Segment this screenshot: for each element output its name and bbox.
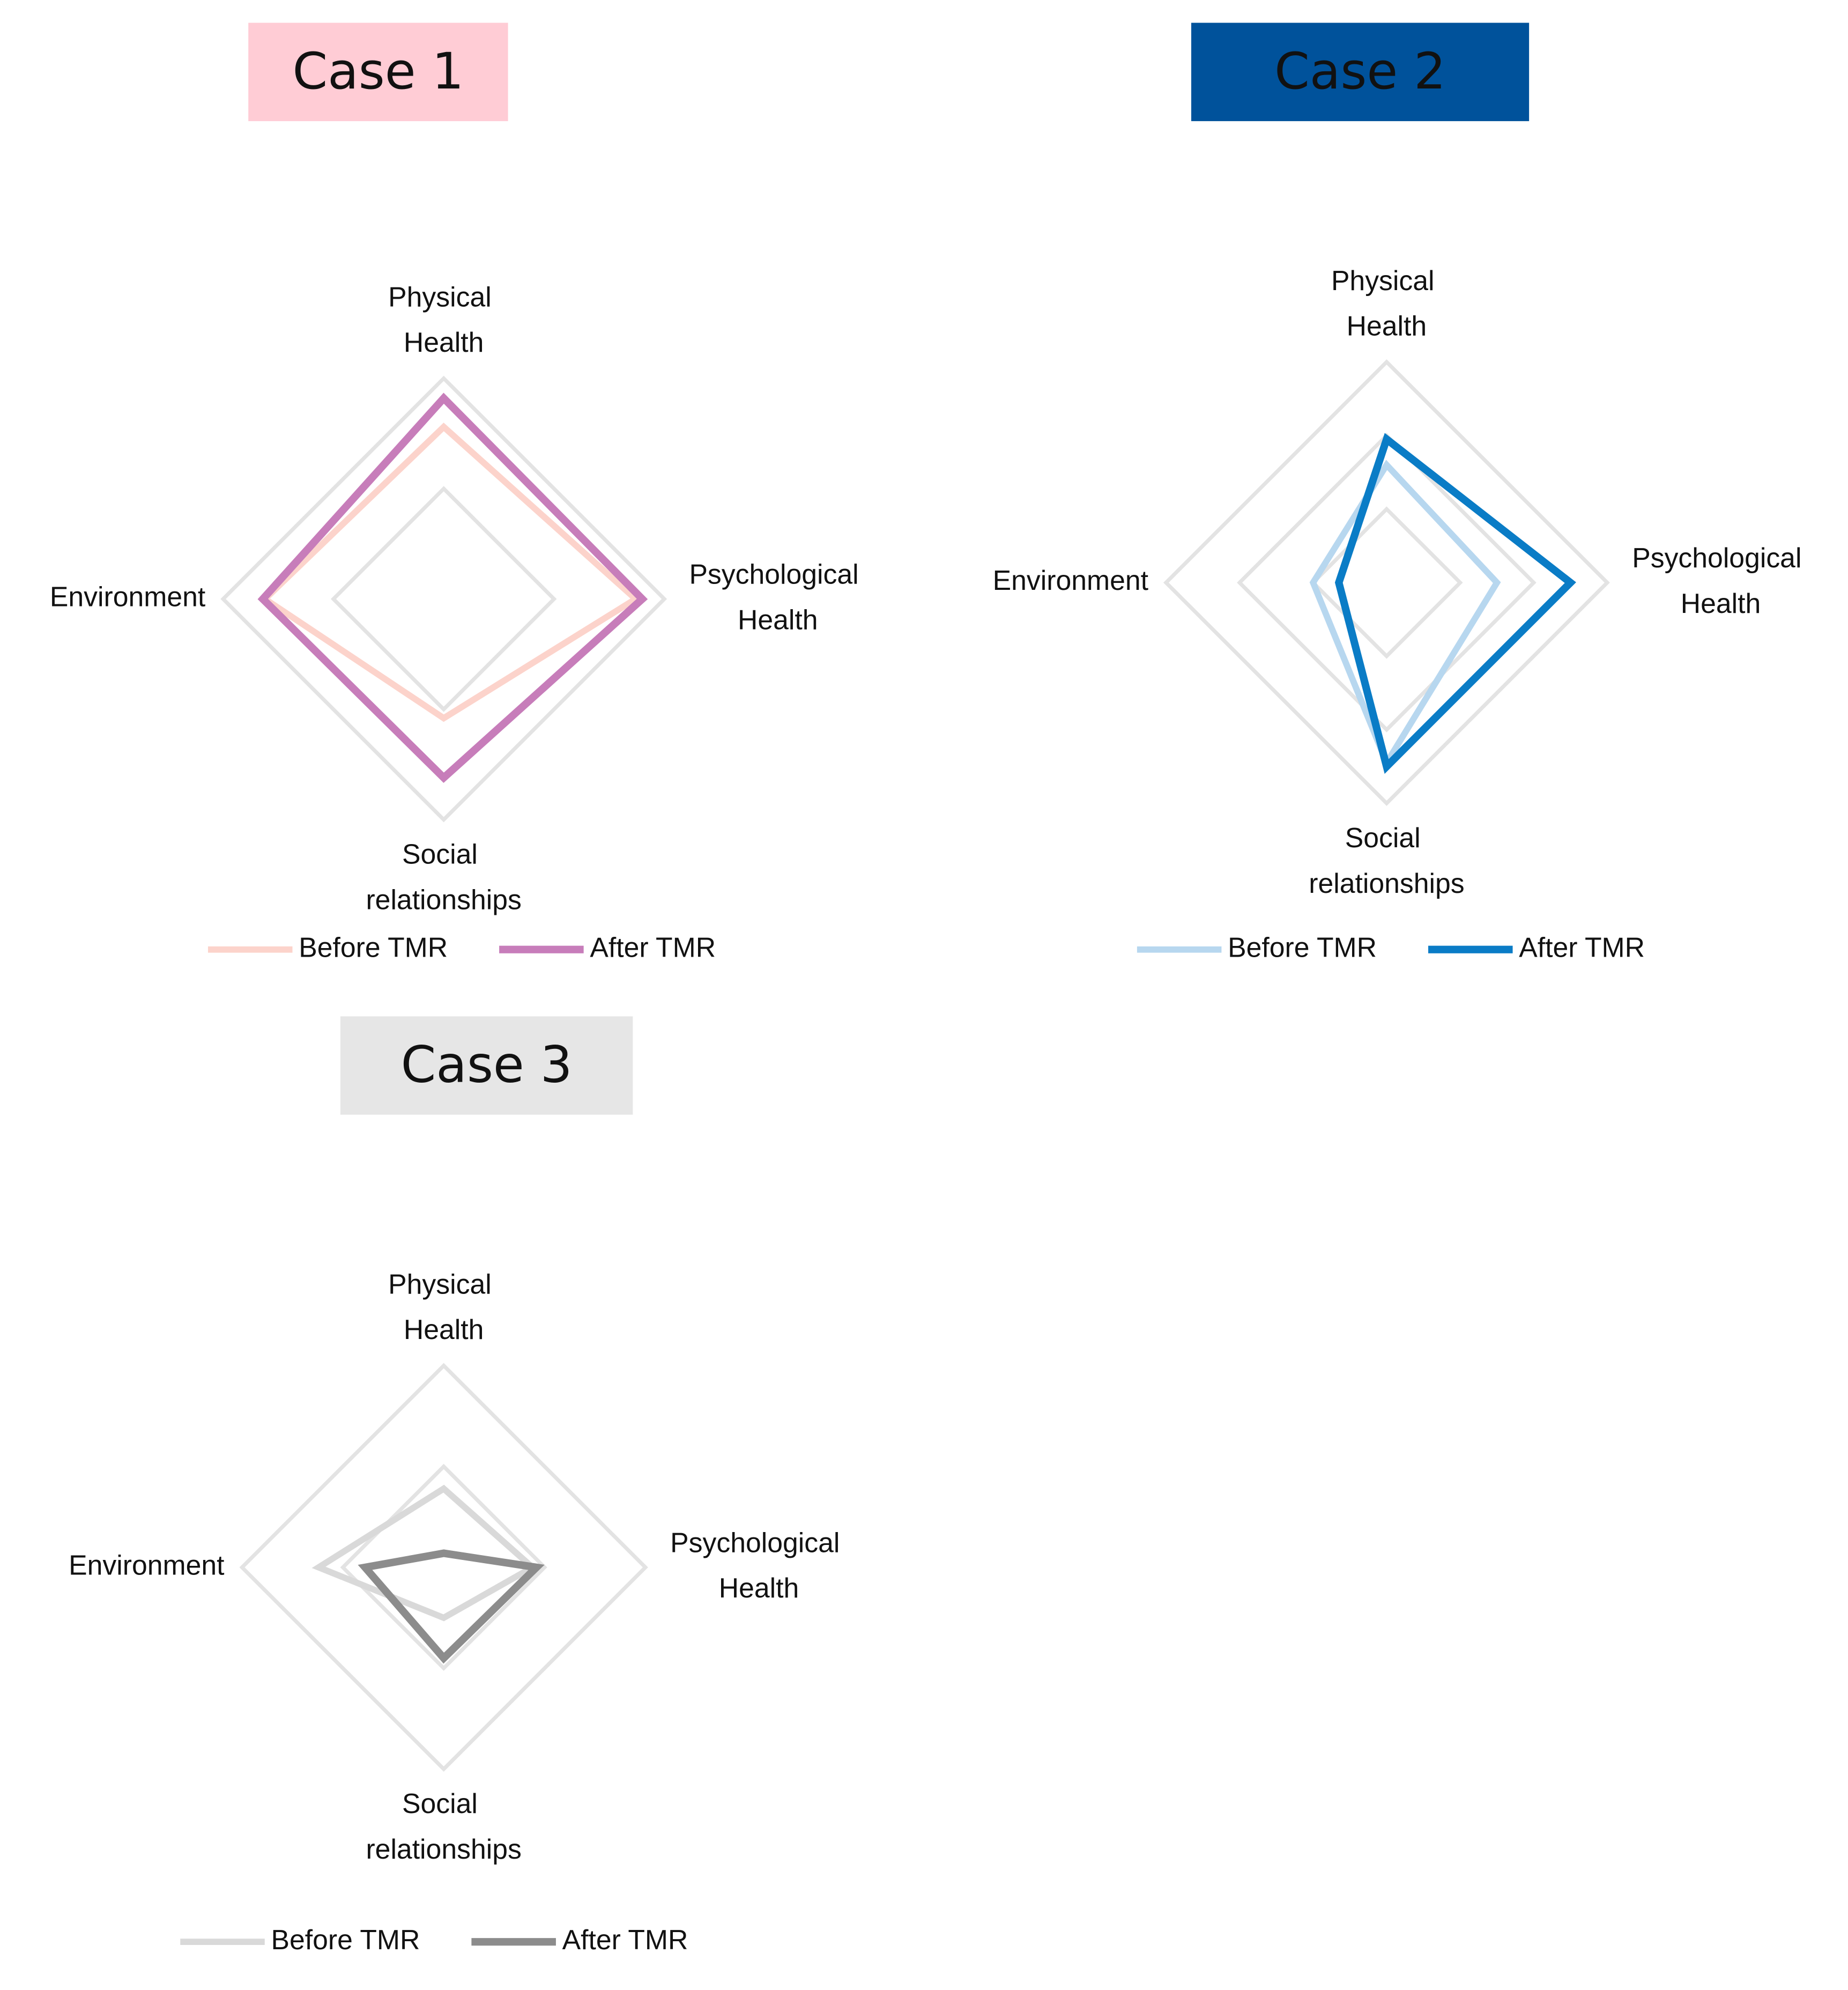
- legend-label: After TMR: [1519, 931, 1645, 963]
- radar-chart: Case 1 Physical Health Psychological Healt…: [50, 23, 866, 963]
- legend-label: After TMR: [590, 931, 716, 963]
- radar-line: [358, 1549, 545, 1664]
- axis-label: Physical Health: [388, 1268, 499, 1345]
- radar-chart: Case 3 Physical Health Psychological Healt…: [69, 1016, 848, 1955]
- radar-line: [311, 1484, 538, 1622]
- title-box: [340, 1016, 633, 1115]
- radar-line: [1334, 433, 1576, 774]
- radar-chart: Case 2 Physical Health Psychological Healt…: [993, 23, 1809, 963]
- legend-label: Before TMR: [1228, 931, 1377, 963]
- grid-ring: [330, 486, 557, 712]
- axis-label: Physical Health: [1331, 265, 1442, 342]
- axis-label: Social relationships: [1309, 822, 1464, 899]
- axis-label: Environment: [50, 581, 205, 612]
- grid-ring: [220, 375, 667, 823]
- axis-label: Social relationships: [366, 838, 521, 915]
- legend-label: Before TMR: [299, 931, 448, 963]
- chart-title: Case 3: [401, 1036, 573, 1094]
- chart-title: Case 1: [292, 42, 464, 101]
- axis-label: Psychological Health: [1632, 542, 1809, 619]
- axis-label: Physical Health: [388, 281, 499, 358]
- grid-ring: [1310, 506, 1463, 659]
- axis-label: Environment: [993, 565, 1148, 596]
- grid-ring: [1163, 359, 1610, 806]
- radar-line: [260, 423, 641, 722]
- radar-line: [257, 393, 648, 783]
- chart-title: Case 2: [1274, 42, 1446, 101]
- grid-ring: [1237, 433, 1537, 733]
- title-box: [1191, 23, 1530, 121]
- axis-label: Psychological Health: [689, 558, 866, 635]
- axis-label: Social relationships: [366, 1788, 521, 1865]
- legend-label: After TMR: [562, 1924, 688, 1955]
- title-box: [248, 23, 508, 121]
- axis-label: Environment: [69, 1549, 224, 1580]
- legend-label: Before TMR: [271, 1924, 420, 1955]
- grid-ring: [239, 1363, 648, 1772]
- axis-label: Psychological Health: [670, 1527, 848, 1603]
